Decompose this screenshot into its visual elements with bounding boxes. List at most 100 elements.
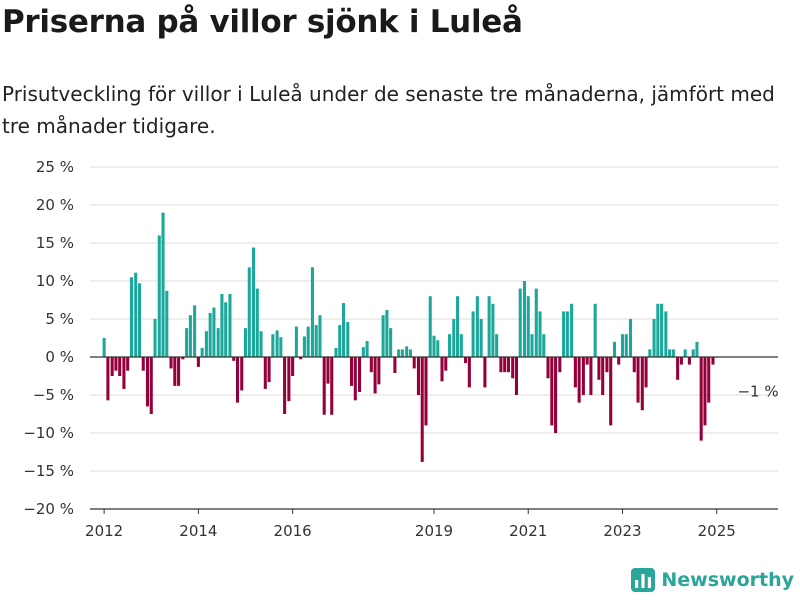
y-tick-label: −10 % [23, 424, 74, 442]
bar [200, 347, 204, 357]
bar [558, 357, 562, 373]
bar [169, 357, 173, 369]
bar [648, 349, 652, 357]
bar [605, 357, 609, 373]
bar [660, 303, 664, 357]
bar [711, 357, 715, 365]
bar-chart-logo-icon [631, 568, 656, 592]
bar [181, 357, 185, 360]
bar [306, 326, 310, 357]
bar [632, 357, 636, 373]
bar [204, 331, 208, 357]
bar [652, 319, 656, 357]
bar [620, 334, 625, 357]
bar [358, 357, 362, 392]
bar [102, 338, 106, 357]
x-tick-label: 2014 [179, 522, 217, 540]
bar [518, 288, 522, 357]
bar [153, 319, 157, 357]
bar [373, 357, 377, 394]
bar [122, 357, 126, 389]
newsworthy-logo[interactable]: Newsworthy [631, 568, 794, 592]
annotation-label: −1 % [737, 383, 778, 401]
bar [499, 357, 503, 373]
bar [114, 357, 118, 371]
bar [405, 346, 409, 357]
bar [208, 312, 212, 357]
bar [570, 303, 574, 357]
bar [314, 325, 318, 357]
bar [220, 293, 224, 357]
bar [565, 311, 569, 357]
bar [318, 315, 322, 357]
bar [562, 311, 566, 357]
bar [691, 349, 695, 357]
bar [365, 341, 369, 357]
bar [385, 309, 389, 357]
bar [353, 357, 357, 401]
bar [141, 357, 145, 371]
bar [534, 288, 538, 357]
bar [452, 319, 456, 357]
bar [597, 357, 601, 380]
bar [707, 357, 711, 403]
bar [420, 357, 424, 462]
bar [149, 357, 153, 414]
bar [137, 283, 142, 357]
bar [267, 357, 271, 383]
bar [475, 296, 479, 357]
x-tick-label: 2019 [415, 522, 453, 540]
bar [275, 330, 279, 357]
y-tick-label: 15 % [36, 234, 74, 252]
bar [302, 336, 306, 357]
bar [341, 303, 346, 357]
bar [283, 357, 287, 414]
bar [436, 340, 440, 357]
bar [161, 212, 165, 357]
y-tick-label: 5 % [45, 310, 74, 328]
bar [310, 267, 314, 357]
bar [538, 311, 542, 357]
bar [644, 357, 648, 388]
x-tick-label: 2023 [603, 522, 641, 540]
bar [235, 357, 240, 403]
bar [188, 315, 192, 357]
bar [609, 357, 613, 426]
bar [400, 349, 404, 357]
bar [196, 357, 200, 367]
bar [440, 357, 444, 382]
bar [640, 357, 644, 411]
bar [294, 326, 298, 357]
bar [361, 347, 365, 357]
bar [444, 357, 448, 371]
bar [106, 357, 110, 401]
bar [503, 357, 507, 373]
bar [338, 325, 342, 357]
bar [683, 349, 687, 357]
bar [412, 357, 416, 369]
bar [212, 307, 216, 357]
bar [483, 357, 487, 388]
bar [487, 296, 491, 357]
bar [479, 319, 483, 357]
bar [699, 357, 703, 441]
y-tick-label: −5 % [33, 386, 74, 404]
bar [511, 357, 515, 379]
x-tick-label: 2016 [274, 522, 312, 540]
bar [495, 334, 499, 357]
bar [165, 290, 169, 357]
bar [118, 357, 122, 376]
bar [577, 357, 581, 403]
bar [467, 357, 471, 388]
bars [102, 212, 715, 462]
bar [228, 293, 232, 357]
bar [216, 328, 220, 357]
bar [287, 357, 291, 402]
bar [389, 328, 393, 357]
bar [581, 357, 585, 395]
axes: 25 % 20 % 15 % 10 % 5 % 0 % −5 % −10 % −15 % −20 … [23, 158, 778, 540]
bar [145, 357, 150, 407]
bar [514, 357, 518, 395]
x-tick-label: 2025 [698, 522, 736, 540]
bar [448, 334, 452, 357]
